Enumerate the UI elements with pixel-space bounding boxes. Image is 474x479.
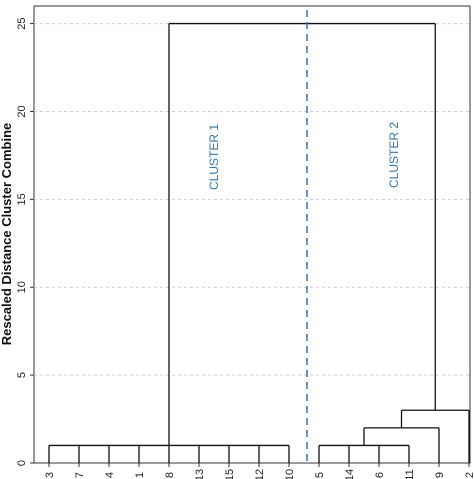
y-tick-label: 25: [16, 17, 28, 29]
x-tick-label: 9: [434, 472, 446, 478]
x-tick-label: 3: [44, 472, 56, 478]
y-tick-label: 20: [16, 105, 28, 117]
x-tick-label: 2: [464, 472, 474, 478]
x-tick-label: 8: [164, 472, 176, 478]
y-tick-label: 10: [16, 281, 28, 293]
x-tick-label: 10: [284, 469, 296, 479]
x-tick-label: 15: [224, 469, 236, 479]
x-tick-label: 1: [134, 472, 146, 478]
plot-frame: [33, 5, 471, 464]
x-tick-label: 14: [344, 469, 356, 479]
y-axis-title: Rescaled Distance Cluster Combine: [0, 123, 14, 346]
x-tick-label: 6: [374, 472, 386, 478]
y-tick-label: 15: [16, 193, 28, 205]
cluster-2-label: CLUSTER 2: [387, 122, 401, 188]
grid-lines: [34, 23, 470, 376]
x-tick-label: 11: [404, 469, 416, 479]
cluster-1-label: CLUSTER 1: [207, 124, 221, 190]
x-tick-label: 5: [314, 472, 326, 478]
x-tick-label: 4: [104, 472, 116, 478]
x-tick-label: 7: [74, 472, 86, 478]
dendrogram-links: [48, 22, 470, 463]
x-tick-label: 12: [254, 469, 266, 479]
x-axis: 3 7 4 1 8 13 15 12 10 5 14 6 11 9 2: [44, 463, 474, 479]
y-axis: 0 5 10 15 20 25: [16, 17, 34, 466]
x-tick-label: 13: [194, 469, 206, 479]
y-tick-label: 5: [16, 372, 28, 378]
y-tick-label: 0: [16, 460, 28, 466]
